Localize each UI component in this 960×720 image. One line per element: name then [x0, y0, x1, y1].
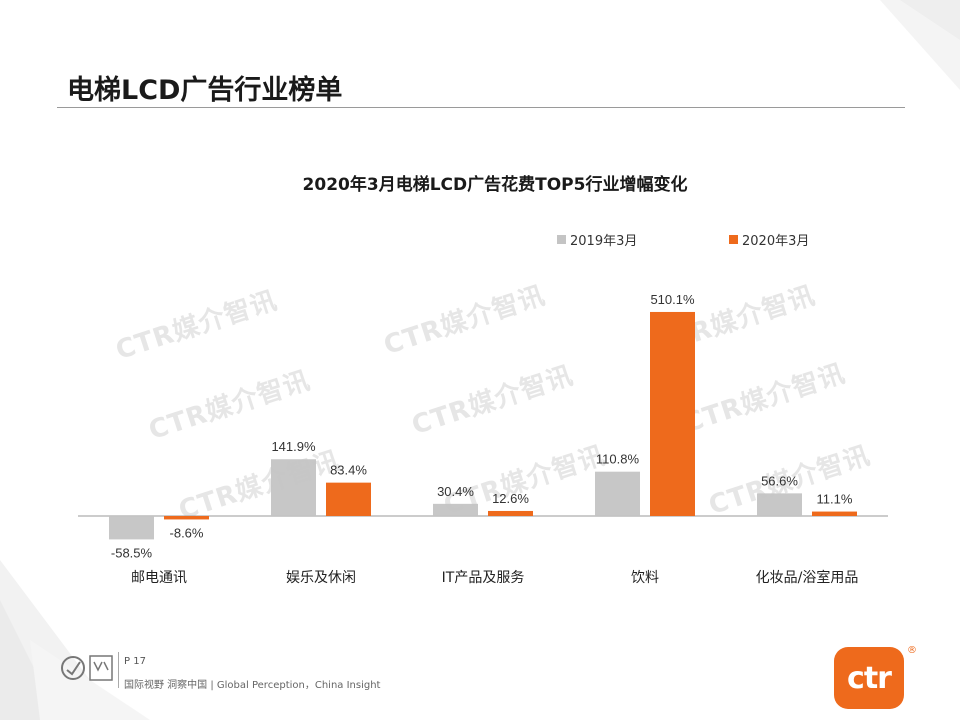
data-label: 12.6% [492, 491, 529, 506]
data-label: 30.4% [437, 484, 474, 499]
legend-item-2020: 2020年3月 [729, 230, 901, 249]
bar-2020 [650, 311, 695, 516]
ctr-logo: ctr [834, 647, 904, 709]
legend-label-2019: 2019年3月 [570, 234, 638, 249]
bar-2019 [595, 471, 640, 516]
bar-2019 [271, 459, 316, 516]
footer-divider [118, 652, 119, 688]
data-label: 510.1% [650, 292, 695, 307]
legend-swatch-2020 [729, 235, 738, 244]
data-label: 141.9% [271, 439, 316, 454]
data-label: 11.1% [817, 492, 853, 507]
bar-2020 [326, 482, 371, 516]
category-label: 饮料 [631, 570, 659, 586]
bar-2020 [488, 510, 533, 516]
legend-item-2019: 2019年3月 [557, 230, 729, 249]
legend-swatch-2019 [557, 235, 566, 244]
registered-mark: ® [907, 645, 917, 656]
category-label: 化妆品/浴室用品 [756, 569, 859, 586]
footer-tagline: 国际视野 洞察中国 | Global Perception，China Insi… [124, 680, 381, 691]
data-label: 83.4% [330, 463, 367, 478]
certification-logos [61, 655, 113, 681]
bar-2019 [433, 503, 478, 516]
bar-2020 [164, 516, 209, 520]
legend-label-2020: 2020年3月 [742, 234, 810, 249]
category-label: 邮电通讯 [131, 570, 187, 586]
page-number: P 17 [124, 656, 146, 667]
category-label: IT产品及服务 [442, 570, 525, 586]
data-label: -58.5% [111, 545, 153, 560]
slide-title: 电梯LCD广告行业榜单 [67, 75, 343, 106]
bar-2019 [109, 516, 154, 540]
data-label: 110.8% [596, 452, 640, 467]
chart-legend: 2019年3月 2020年3月 [557, 230, 901, 249]
data-label: 56.6% [761, 473, 798, 488]
data-label: -8.6% [170, 525, 204, 540]
category-label: 娱乐及休闲 [286, 570, 356, 586]
bar-2019 [757, 493, 802, 516]
title-divider [57, 107, 905, 108]
bar-2020 [812, 511, 857, 516]
chart-title: 2020年3月电梯LCD广告花费TOP5行业增幅变化 [302, 175, 688, 195]
